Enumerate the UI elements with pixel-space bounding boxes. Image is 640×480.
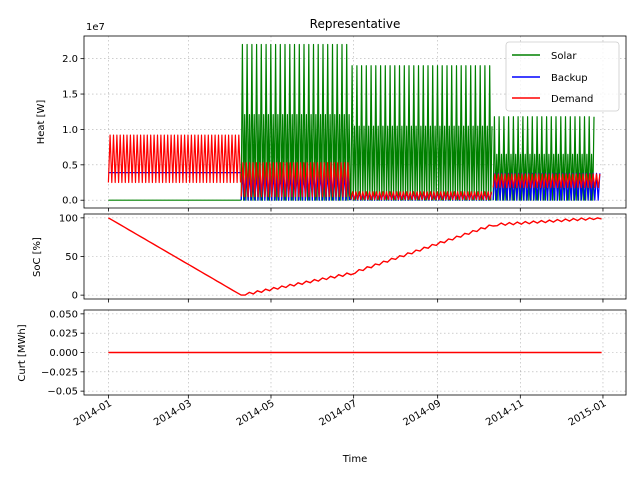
soc-y-axis-label: SoC [%]	[32, 237, 43, 277]
x-tick-label: 2015-01	[567, 398, 609, 428]
soc-grid	[84, 214, 626, 299]
y-tick-label: 0.5	[62, 160, 78, 171]
y-tick-label: 0	[72, 291, 78, 302]
y-tick-label: −0.025	[41, 367, 78, 378]
heat-y-ticks: 0.0 0.5 1.0 1.5 2.0	[62, 54, 84, 207]
legend-label-solar: Solar	[551, 51, 577, 62]
x-tick-label: 2014-01	[72, 398, 114, 428]
x-tick-label: 2014-11	[484, 398, 526, 428]
legend: Solar Backup Demand	[505, 41, 620, 112]
y-tick-label: 0.0	[62, 196, 78, 207]
x-tick-label: 2014-07	[317, 398, 359, 428]
y-tick-label: 2.0	[62, 54, 78, 65]
chart-title: Representative	[310, 17, 401, 31]
soc-line	[108, 217, 602, 296]
y-tick-label: −0.05	[47, 387, 78, 398]
soc-series	[108, 217, 602, 296]
y-tick-label: 1.0	[62, 125, 78, 136]
curt-x-ticks: 2014-01 2014-03 2014-05 2014-07 2014-09 2014-…	[72, 395, 608, 428]
curt-y-axis-label: Curt [MWh]	[17, 324, 28, 381]
legend-label-demand: Demand	[551, 94, 593, 105]
heat-series	[107, 43, 601, 201]
soc-panel: 0 50 100 SoC [%]	[32, 213, 627, 303]
series-line-demand	[107, 134, 601, 201]
legend-box	[505, 41, 620, 112]
y-tick-label: 1.5	[62, 90, 78, 101]
series-line-backup	[108, 172, 601, 201]
x-tick-label: 2014-09	[401, 398, 443, 428]
x-tick-label: 2014-05	[235, 398, 277, 428]
y-tick-label: 0.050	[49, 309, 78, 320]
heat-plot-frame	[83, 35, 627, 209]
y-tick-label: 0.000	[49, 348, 78, 359]
legend-item-demand: Demand	[512, 94, 593, 105]
curt-y-ticks: −0.05 −0.025 0.000 0.025 0.050	[41, 309, 84, 398]
heat-y-axis-label: Heat [W]	[36, 100, 47, 145]
y-tick-label: 0.025	[49, 329, 78, 340]
legend-item-backup: Backup	[512, 73, 588, 84]
heat-panel: 0.0 0.5 1.0 1.5 2.0 Representative 1e7 Heat …	[36, 17, 627, 212]
x-axis-label: Time	[342, 454, 367, 465]
heat-x-ticks	[107, 208, 604, 212]
legend-label-backup: Backup	[551, 73, 588, 84]
y-tick-label: 100	[59, 213, 78, 224]
legend-item-solar: Solar	[512, 51, 577, 62]
heat-y-multiplier: 1e7	[86, 22, 105, 33]
x-tick-label: 2014-03	[152, 398, 194, 428]
soc-y-ticks: 0 50 100	[59, 213, 84, 302]
y-tick-label: 50	[65, 252, 78, 263]
soc-x-ticks	[107, 299, 604, 303]
